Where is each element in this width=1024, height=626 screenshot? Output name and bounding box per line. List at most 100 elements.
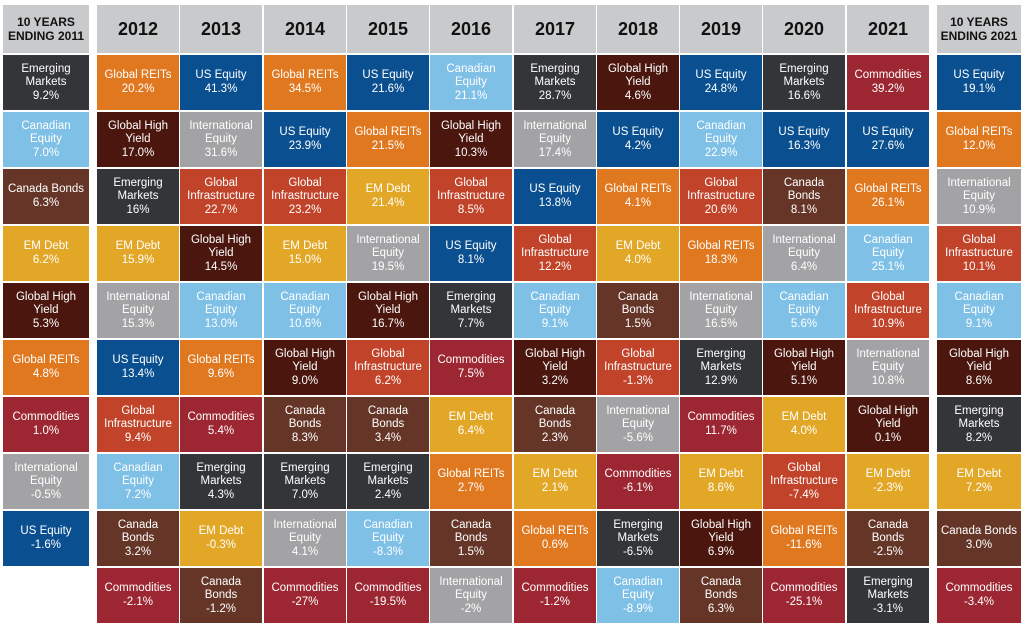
asset-label: EM Debt: [115, 240, 161, 252]
year-2014-header: 2014: [264, 5, 346, 53]
return-value: 25.1%: [871, 260, 905, 273]
year-2021-cell-global-infrastructure: Global Infrastructure 10.9%: [847, 283, 929, 338]
return-value: 41.3%: [204, 83, 238, 95]
asset-label: Commodities: [104, 582, 172, 594]
year-column-2018: 2018 Global High Yield 4.6% US Equity 4.2% Gl…: [597, 5, 679, 623]
asset-label: Canada Bonds: [867, 518, 909, 544]
return-value: 6.3%: [707, 602, 735, 615]
return-value: 15.9%: [121, 254, 155, 266]
asset-label: Canada Bonds: [617, 290, 659, 316]
return-value: 12.0%: [962, 140, 996, 152]
asset-label: International Equity: [356, 233, 420, 259]
year-2019-cell-canadian-equity: Canadian Equity 22.9%: [680, 112, 762, 167]
year-2015-cell-global-reits: Global REITs 21.5%: [347, 112, 429, 167]
return-value: -0.5%: [30, 488, 62, 501]
return-value: -2.5%: [872, 545, 904, 558]
asset-label: Emerging Markets: [779, 62, 829, 88]
year-2014-cell-canada-bonds: Canada Bonds 8.3%: [264, 397, 346, 452]
asset-label: Global REITs: [354, 126, 422, 138]
year-2016-header: 2016: [430, 5, 512, 53]
return-value: 11.7%: [705, 425, 737, 437]
return-value: -2.3%: [872, 482, 904, 494]
return-value: -7.4%: [788, 488, 820, 501]
asset-label: Global Infrastructure: [687, 176, 755, 202]
year-2017-cell-global-high-yield: Global High Yield 3.2%: [514, 340, 596, 395]
summary-2021-cell-em-debt: EM Debt 7.2%: [937, 454, 1021, 509]
asset-label: Canada Bonds: [700, 575, 742, 601]
asset-label: Commodities: [687, 411, 755, 423]
year-2014-cell-em-debt: EM Debt 15.0%: [264, 226, 346, 281]
asset-label: Canada Bonds: [534, 404, 576, 430]
return-value: 2.7%: [457, 482, 485, 494]
asset-label: Emerging Markets: [613, 518, 663, 544]
year-2018-cell-commodities: Commodities -6.1%: [597, 454, 679, 509]
return-value: 6.3%: [32, 197, 60, 209]
year-2020-cell-international-equity: International Equity 6.4%: [763, 226, 845, 281]
asset-label: Canadian Equity: [363, 518, 413, 544]
return-value: -1.2%: [539, 596, 571, 608]
asset-label: Global Infrastructure: [770, 461, 838, 487]
asset-label: US Equity: [445, 240, 497, 252]
summary-2011-cell-global-high-yield: Global High Yield 5.3%: [3, 283, 89, 338]
asset-label: EM Debt: [282, 240, 328, 252]
year-2020-header: 2020: [763, 5, 845, 53]
return-value: 19.1%: [962, 83, 996, 95]
return-value: -8.9%: [622, 602, 654, 615]
asset-label: Canadian Equity: [954, 290, 1004, 316]
year-2018-cell-international-equity: International Equity -5.6%: [597, 397, 679, 452]
year-column-2013: 2013 US Equity 41.3% International Equity 31…: [180, 5, 262, 623]
summary-column-2011: 10 YEARS ENDING 2011 Emerging Markets 9.2%…: [3, 5, 89, 566]
asset-label: US Equity: [112, 354, 164, 366]
asset-label: Canada Bonds: [783, 176, 825, 202]
asset-label: Canadian Equity: [696, 119, 746, 145]
year-2020-cell-us-equity: US Equity 16.3%: [763, 112, 845, 167]
summary-2021-cell-canadian-equity: Canadian Equity 9.1%: [937, 283, 1021, 338]
asset-label: International Equity: [106, 290, 170, 316]
return-value: 4.1%: [624, 197, 652, 209]
year-2019-cell-em-debt: EM Debt 8.6%: [680, 454, 762, 509]
year-column-2016: 2016 Canadian Equity 21.1% Global High Yiel…: [430, 5, 512, 623]
return-value: -8.3%: [372, 545, 404, 558]
return-value: 14.5%: [204, 260, 238, 273]
year-2016-cell-canada-bonds: Canada Bonds 1.5%: [430, 511, 512, 566]
asset-label: Global Infrastructure: [945, 233, 1013, 259]
asset-label: Global REITs: [687, 240, 755, 252]
return-value: 22.7%: [204, 203, 238, 216]
return-value: 23.9%: [288, 140, 322, 152]
summary-2021-cell-commodities: Commodities -3.4%: [937, 568, 1021, 623]
return-value: 3.2%: [541, 374, 569, 387]
asset-label: International Equity: [439, 575, 503, 601]
return-value: -1.3%: [622, 374, 654, 387]
year-2016-cell-canadian-equity: Canadian Equity 21.1%: [430, 55, 512, 110]
return-value: 4.2%: [624, 140, 652, 152]
return-value: 16.6%: [787, 89, 821, 102]
asset-label: Canadian Equity: [113, 461, 163, 487]
summary-2011-header: 10 YEARS ENDING 2011: [3, 5, 89, 53]
year-2019-cell-us-equity: US Equity 24.8%: [680, 55, 762, 110]
return-value: 4.3%: [207, 488, 235, 501]
return-value: 13.8%: [538, 197, 572, 209]
return-value: 7.7%: [457, 317, 485, 330]
year-2012-cell-em-debt: EM Debt 15.9%: [97, 226, 179, 281]
asset-label: Global Infrastructure: [354, 347, 422, 373]
summary-2021-cell-global-high-yield: Global High Yield 8.6%: [937, 340, 1021, 395]
year-2016-cell-global-high-yield: Global High Yield 10.3%: [430, 112, 512, 167]
summary-2021-header: 10 YEARS ENDING 2021: [937, 5, 1021, 53]
asset-label: Global REITs: [187, 354, 255, 366]
year-2021-header: 2021: [847, 5, 929, 53]
return-value: 5.4%: [207, 425, 235, 437]
return-value: 10.9%: [962, 203, 996, 216]
asset-label: Commodities: [437, 354, 505, 366]
year-2012-cell-international-equity: International Equity 15.3%: [97, 283, 179, 338]
year-2015-cell-commodities: Commodities -19.5%: [347, 568, 429, 623]
return-value: -27%: [291, 596, 319, 608]
asset-label: Commodities: [854, 69, 922, 81]
asset-label: Canada Bonds: [450, 518, 492, 544]
summary-2021-cell-us-equity: US Equity 19.1%: [937, 55, 1021, 110]
asset-label: International Equity: [772, 233, 836, 259]
year-2020-cell-em-debt: EM Debt 4.0%: [763, 397, 845, 452]
summary-2011-cell-em-debt: EM Debt 6.2%: [3, 226, 89, 281]
year-2019-cell-global-reits: Global REITs 18.3%: [680, 226, 762, 281]
return-value: 8.6%: [965, 374, 993, 387]
asset-label: US Equity: [362, 69, 414, 81]
